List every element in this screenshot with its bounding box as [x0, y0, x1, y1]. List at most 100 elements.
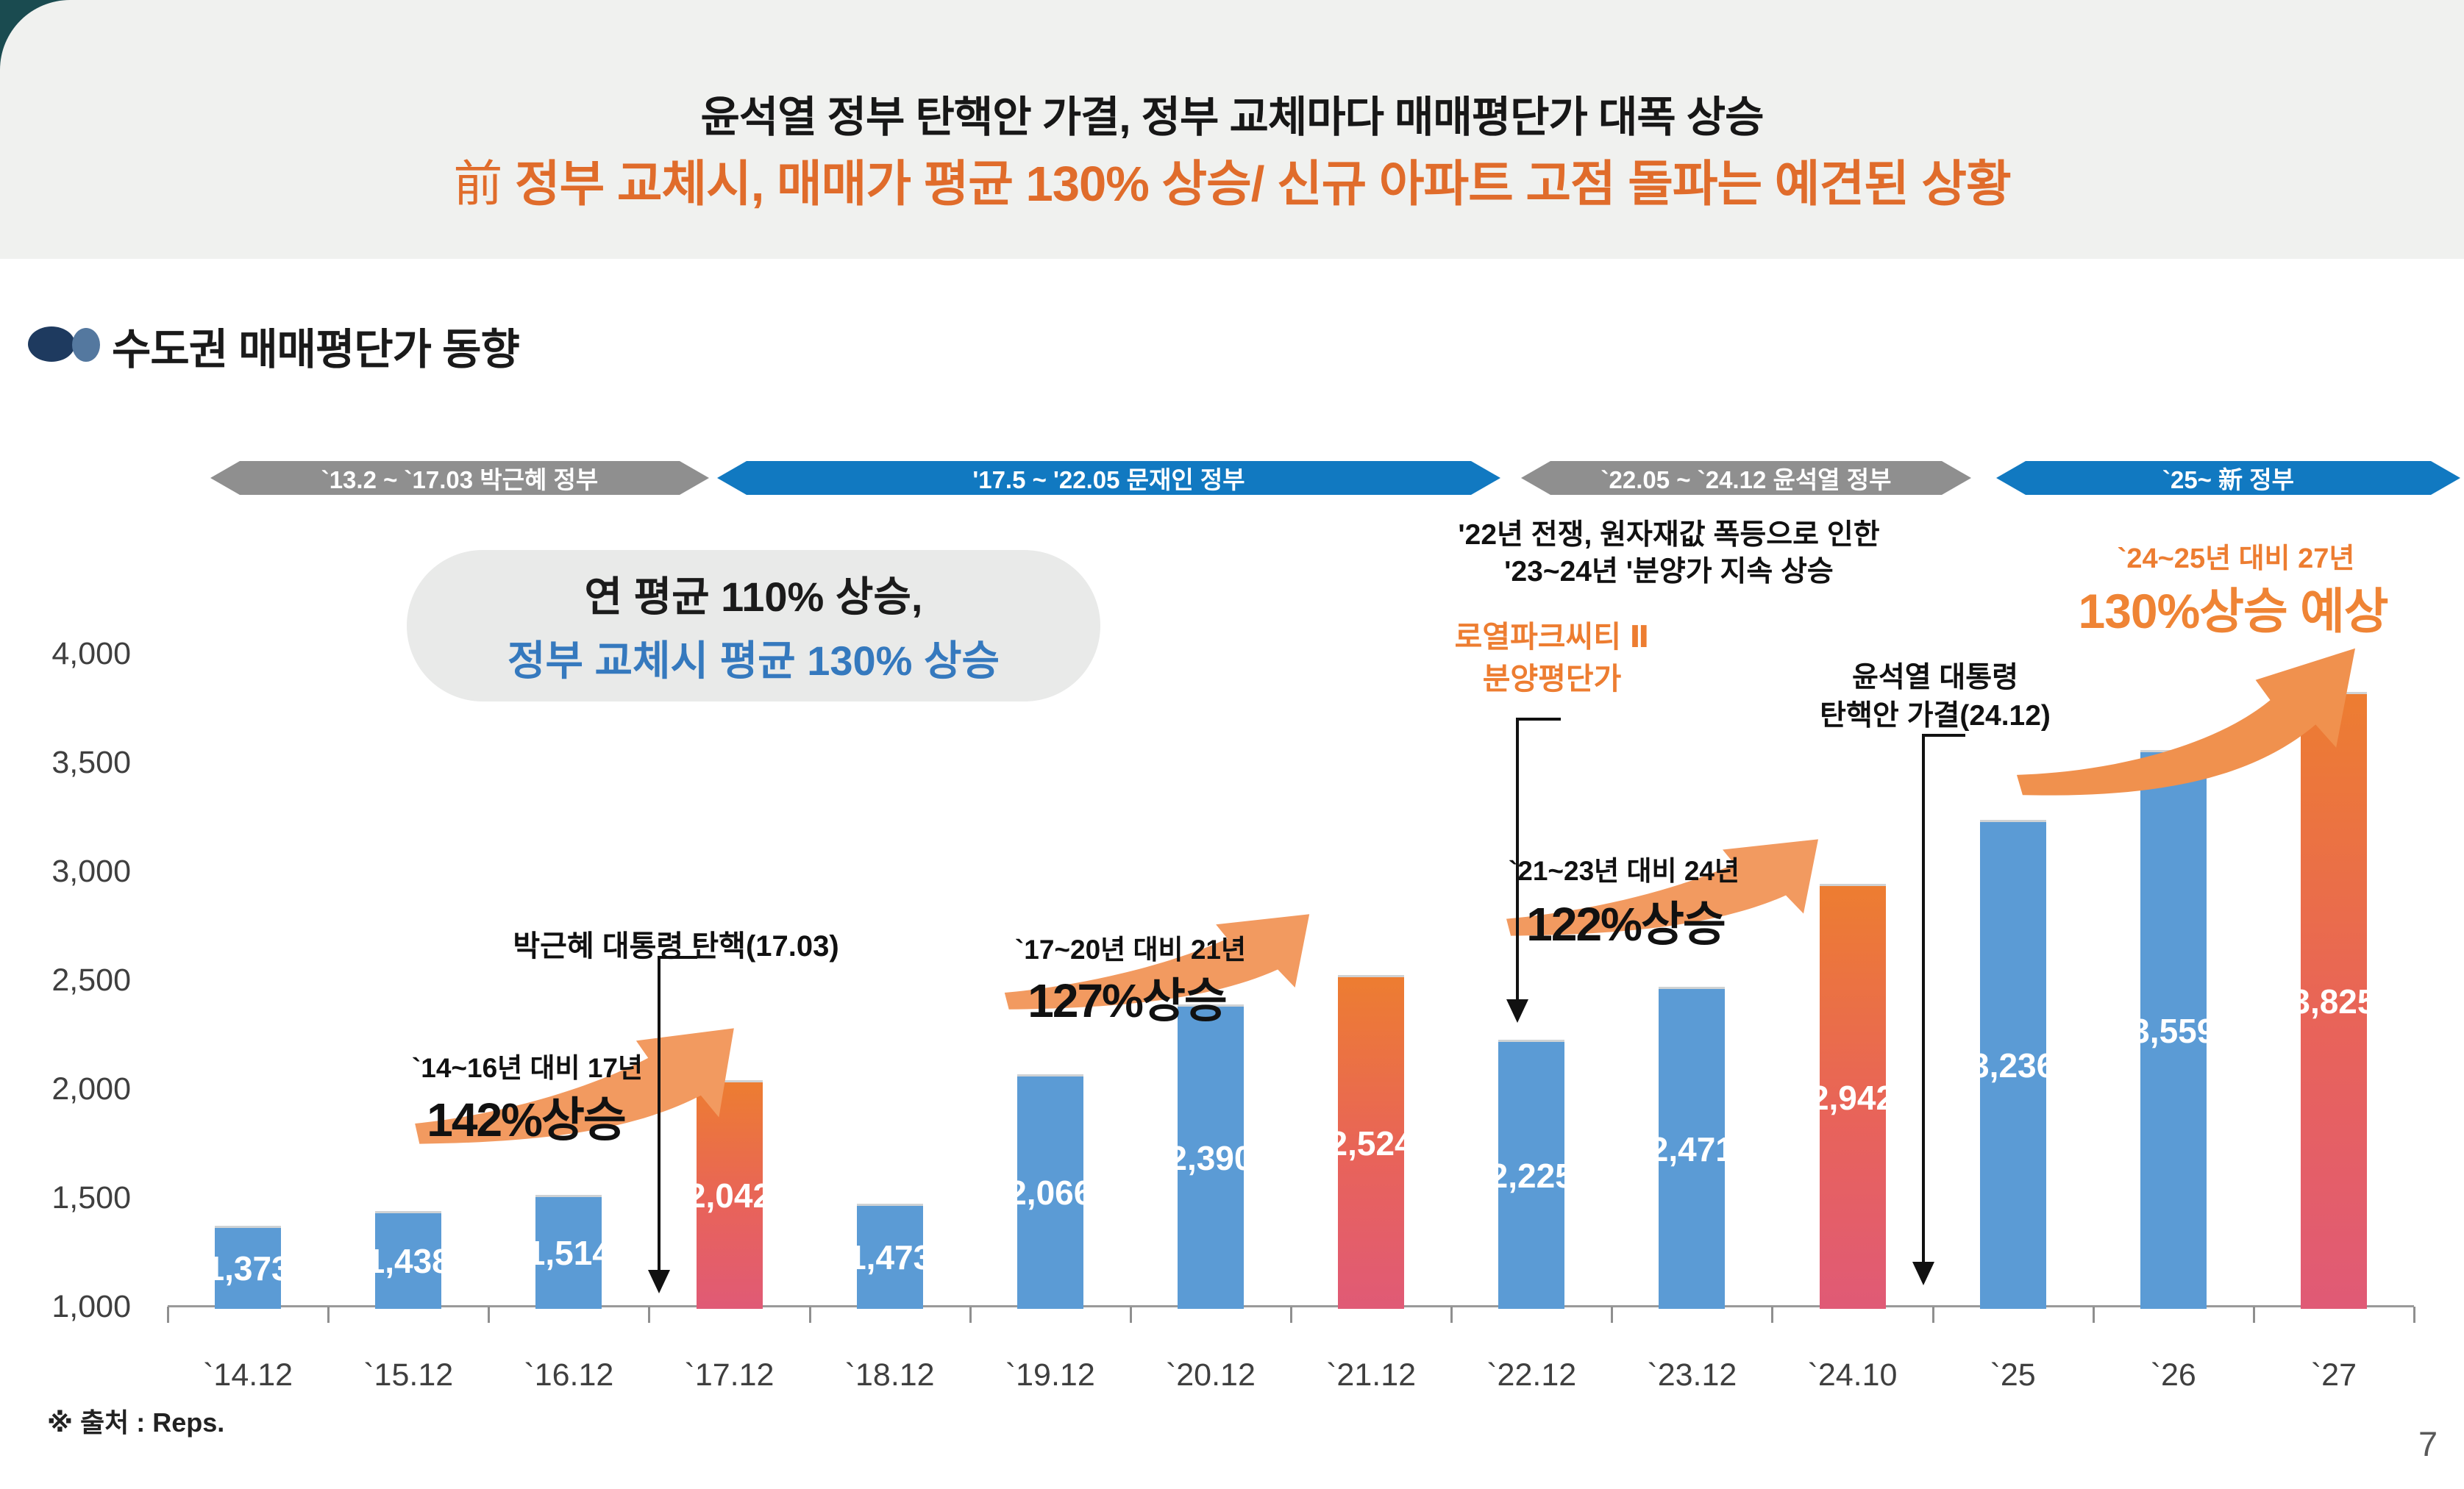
- x-axis-tick: [1450, 1307, 1453, 1323]
- x-axis-line: [168, 1305, 2414, 1307]
- header-subtitle-text: 정부 교체시, 매매가 평균 130% 상승/ 신규 아파트 고점 돌파는 예견…: [502, 157, 2012, 212]
- y-axis-tick-label: 2,500: [51, 963, 131, 998]
- bar-value-label: 2,471: [1649, 1129, 1734, 1168]
- royal-elbow-line: [1516, 718, 1561, 721]
- bar-value-label: 2,066: [1008, 1174, 1093, 1212]
- bar-value-label: 2,524: [1328, 1124, 1414, 1163]
- bar-value-label: 3,825: [2291, 982, 2376, 1021]
- royal-label-line2: 분양평단가: [1482, 662, 1622, 696]
- y-axis-tick-label: 1,000: [51, 1289, 131, 1324]
- y-axis-tick-label: 2,000: [51, 1071, 131, 1107]
- y-axis-tick-label: 4,000: [51, 636, 131, 671]
- rise122-value: 122%상승: [1526, 898, 1726, 951]
- x-axis-category-label: `22.12: [1486, 1357, 1577, 1393]
- bar-14.12: 1,373: [206, 1226, 291, 1309]
- header-band: [0, 0, 2464, 259]
- period-band-label: `25~ 新 정부: [2162, 466, 2295, 493]
- bar-value-label: 2,042: [686, 1176, 772, 1215]
- x-axis-category-label: `14.12: [203, 1357, 293, 1393]
- bar-value-label: 2,225: [1489, 1156, 1574, 1195]
- yoon-label-line2: 탄핵안 가결(24.12): [1820, 700, 2051, 732]
- x-axis-tick: [488, 1307, 491, 1323]
- park-impeach-arrow: [658, 956, 660, 1282]
- forecast-value: 130%상승 예상: [2078, 584, 2388, 638]
- royal-label: 로열파크씨티 Ⅱ 분양평단가: [1455, 616, 1650, 700]
- bar-26: 3,559: [2131, 750, 2215, 1309]
- x-axis-tick: [1290, 1307, 1292, 1323]
- period-band-label: `13.2 ~ `17.03 박근혜 정부: [321, 466, 599, 493]
- bar-value-label: 1,514: [526, 1234, 611, 1272]
- bar-21.12: 2,524: [1329, 975, 1414, 1309]
- war-note: '22년 전쟁, 원자재값 폭등으로 인한 '23~24년 '분양가 지속 상승: [1458, 517, 1879, 590]
- bar-27: 3,825: [2291, 692, 2376, 1309]
- bar-17.12: 2,042: [687, 1080, 772, 1309]
- x-axis-tick: [648, 1307, 651, 1323]
- yoon-label-line1: 윤석열 대통령: [1851, 662, 2019, 693]
- summary-callout: 연 평균 110% 상승, 정부 교체시 평균 130% 상승: [407, 550, 1100, 701]
- hanja-prefix: 前: [453, 157, 502, 212]
- x-axis-category-label: `17.12: [684, 1357, 775, 1393]
- x-axis-tick: [969, 1307, 972, 1323]
- bar-23.12: 2,471: [1650, 987, 1734, 1309]
- period-band-new: `25~ 新 정부: [1996, 461, 2460, 495]
- park-impeach-elbow-line: [659, 956, 697, 959]
- x-axis-tick: [2413, 1307, 2415, 1323]
- rise-arrow-icon: [1506, 839, 1818, 936]
- x-axis-category-label: `27: [2310, 1357, 2357, 1393]
- bar-24.10: 2,942: [1810, 884, 1895, 1309]
- bar-value-label: 1,438: [366, 1242, 451, 1280]
- x-axis-category-label: `23.12: [1647, 1357, 1737, 1393]
- rise127-caption: `17~20년 대비 21년: [1014, 935, 1247, 965]
- header-subtitle: 前 정부 교체시, 매매가 평균 130% 상승/ 신규 아파트 고점 돌파는 …: [453, 144, 2012, 215]
- y-axis-tick-label: 1,500: [51, 1180, 131, 1215]
- bar-value-label: 2,942: [1809, 1078, 1895, 1117]
- war-note-line2: '23~24년 '분양가 지속 상승: [1504, 556, 1834, 588]
- x-axis-tick: [327, 1307, 330, 1323]
- x-axis-tick: [2252, 1307, 2255, 1323]
- royal-label-line1: 로열파크씨티 Ⅱ: [1454, 620, 1650, 654]
- yoon-impeach-label: 윤석열 대통령 탄핵안 가결(24.12): [1820, 659, 2051, 735]
- bar-19.12: 2,066: [1008, 1074, 1092, 1309]
- bar-value-label: 1,473: [847, 1238, 933, 1276]
- war-note-line1: '22년 전쟁, 원자재값 폭등으로 인한: [1458, 519, 1880, 551]
- yoon-impeach-elbow-line: [1922, 734, 1965, 737]
- bullet-dot-icon: [28, 326, 75, 362]
- bar-value-label: 2,390: [1168, 1138, 1253, 1177]
- royal-arrow: [1516, 718, 1519, 1012]
- rise142-value: 142%상승: [427, 1093, 626, 1146]
- rise122-caption: `21~23년 대비 24년: [1508, 856, 1740, 886]
- yoon-impeach-arrow: [1922, 734, 1925, 1274]
- bullet-dot-icon: [72, 328, 100, 362]
- x-axis-tick: [167, 1307, 169, 1323]
- period-band-label: `22.05 ~ `24.12 윤석열 정부: [1600, 466, 1892, 493]
- x-axis-category-label: `25: [1990, 1357, 2036, 1393]
- y-axis-tick-label: 3,000: [51, 854, 131, 889]
- period-band-yoon: `22.05 ~ `24.12 윤석열 정부: [1521, 461, 1971, 495]
- bar-15.12: 1,438: [366, 1211, 451, 1309]
- bar-value-label: 3,559: [2131, 1011, 2216, 1050]
- bar-value-label: 3,236: [1970, 1046, 2056, 1085]
- rise142-caption: `14~16년 대비 17년: [411, 1053, 644, 1083]
- bar-22.12: 2,225: [1489, 1040, 1574, 1309]
- forecast-caption: `24~25년 대비 27년: [2117, 543, 2355, 574]
- x-axis-category-label: `18.12: [844, 1357, 935, 1393]
- x-axis-category-label: `16.12: [524, 1357, 614, 1393]
- x-axis-category-label: `19.12: [1005, 1357, 1095, 1393]
- x-axis-category-label: `20.12: [1165, 1357, 1256, 1393]
- callout-line1: 연 평균 110% 상승,: [584, 574, 923, 620]
- page-number: 7: [2418, 1424, 2438, 1463]
- rise-arrow-icon: [415, 1028, 734, 1144]
- bar-25: 3,236: [1970, 820, 2055, 1309]
- x-axis-tick: [1611, 1307, 1614, 1323]
- bar-16.12: 1,514: [527, 1195, 611, 1309]
- rise127-value: 127%상승: [1028, 974, 1227, 1027]
- bar-value-label: 1,373: [205, 1249, 291, 1288]
- source-note: ※ 출처 : Reps.: [47, 1407, 225, 1438]
- x-axis-tick: [808, 1307, 811, 1323]
- forecast-arrow-icon: [2016, 648, 2356, 796]
- x-axis-category-label: `15.12: [363, 1357, 454, 1393]
- x-axis-tick: [1931, 1307, 1934, 1323]
- rise-arrow-icon: [1004, 914, 1310, 1010]
